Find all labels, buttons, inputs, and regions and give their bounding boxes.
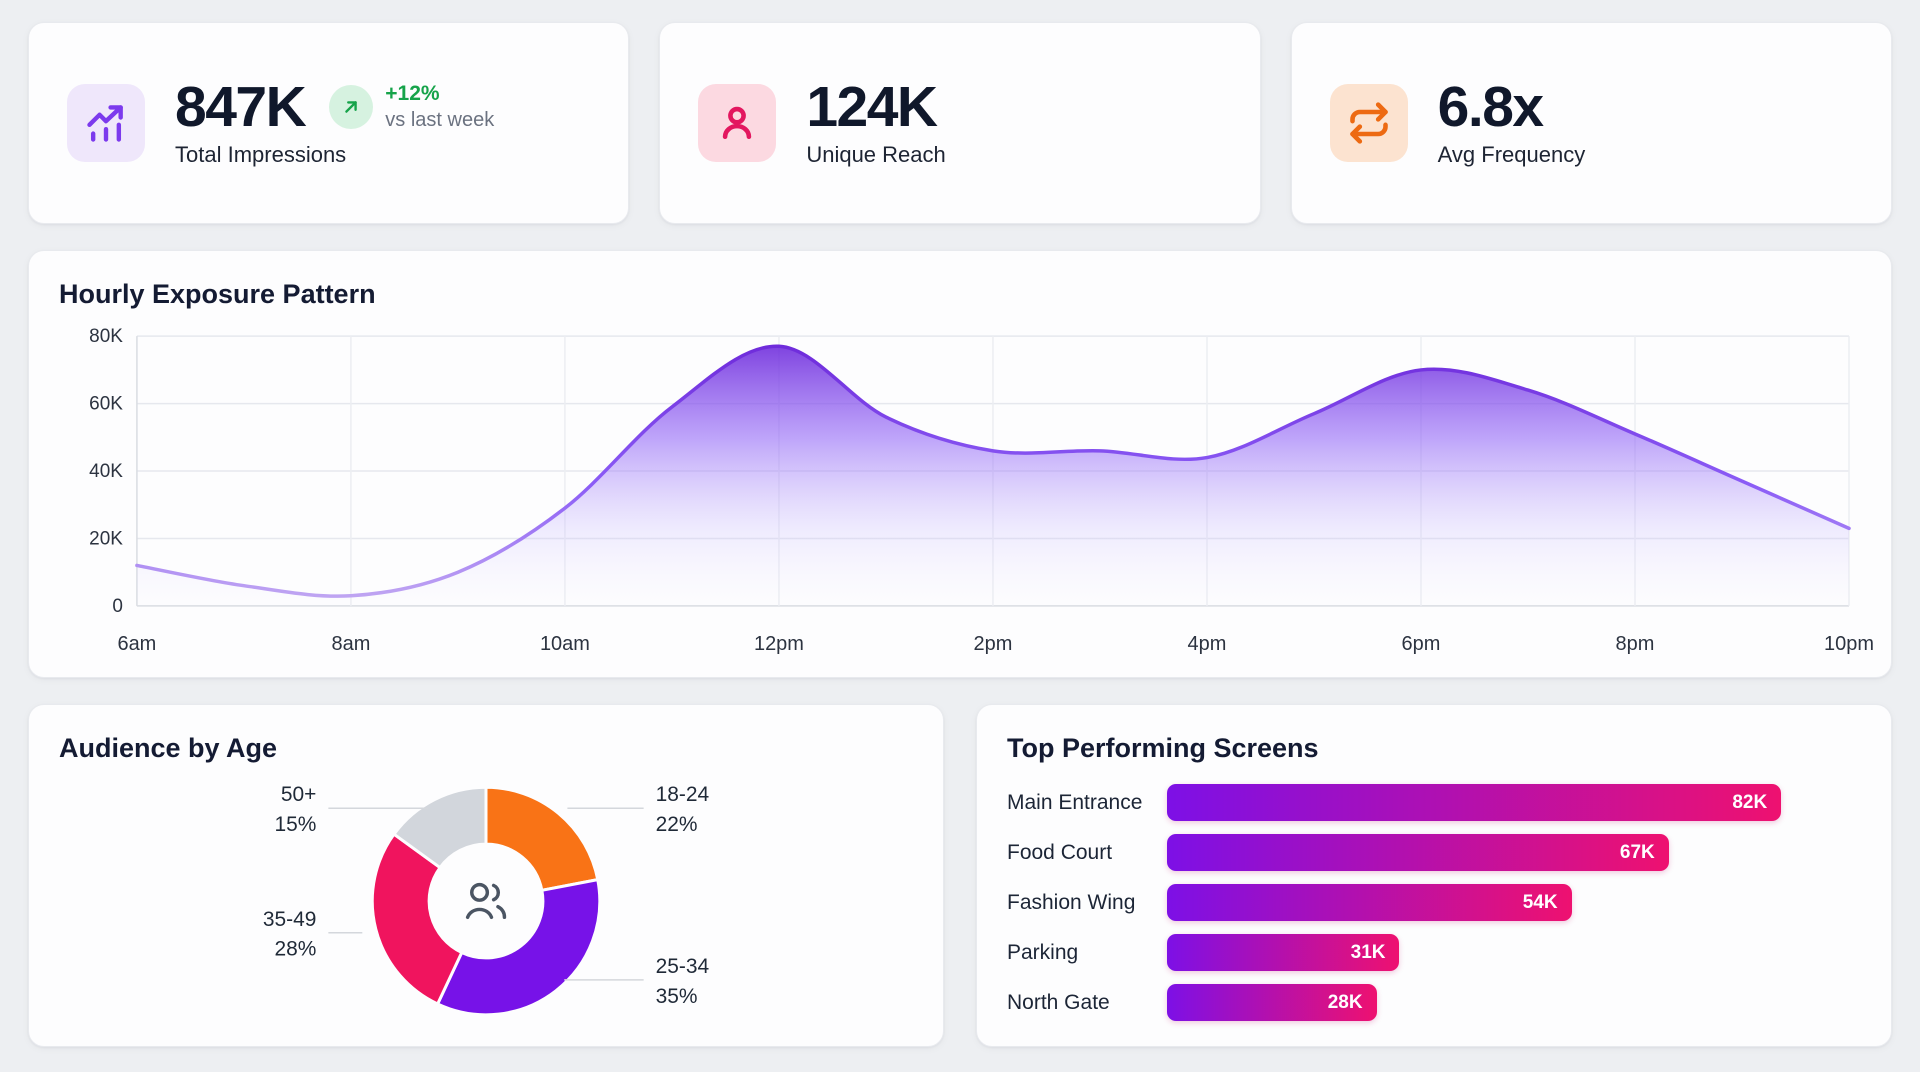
donut-label-percent: 15% (274, 813, 316, 836)
donut-slice-50+ (392, 785, 488, 870)
y-axis-label: 40K (89, 461, 123, 482)
donut-slice-25-34 (436, 878, 602, 1017)
top-screens-card: Top Performing Screens Main Entrance 82K F… (976, 704, 1892, 1047)
bar-category-label: North Gate (1007, 990, 1110, 1014)
bar-track: 28K (1167, 984, 1861, 1021)
user-icon (698, 84, 777, 162)
kpi-text: 124K Unique Reach (806, 78, 945, 168)
donut-slice-35-49 (370, 832, 464, 1006)
bar-category-label: Parking (1007, 940, 1079, 964)
bar-fill: 82K (1167, 784, 1782, 821)
y-axis-label: 0 (112, 596, 123, 617)
bar-track: 54K (1167, 884, 1861, 921)
donut-slice-18-24 (484, 785, 600, 892)
bar-track: 82K (1167, 784, 1861, 821)
x-axis-label: 6am (117, 633, 156, 655)
x-axis-label: 4pm (1188, 633, 1227, 655)
bar-value-label: 31K (1350, 941, 1386, 963)
kpi-value: 6.8x (1437, 74, 1544, 139)
x-axis-label: 12pm (754, 633, 804, 655)
bar-chart-trending-up-icon (67, 84, 145, 162)
x-axis-label: 8pm (1616, 633, 1655, 655)
bar-value-label: 28K (1327, 991, 1363, 1013)
x-axis-label: 8am (331, 633, 370, 655)
kpi-text: 847K +12% vs last week Total Impre (175, 78, 494, 168)
kpi-card-frequency: 6.8x Avg Frequency (1290, 22, 1892, 224)
x-axis-label: 2pm (974, 633, 1013, 655)
bar-chart-title: Top Performing Screens (1007, 733, 1319, 763)
bar-value-label: 67K (1619, 841, 1655, 863)
hourly-exposure-chart: 0 20K 40K 60K 80K 6am 8am 10am 12pm 2pm 4pm 6pm 8pm 1… (89, 326, 1874, 655)
bar-value-label: 82K (1732, 791, 1768, 813)
delta-percent: +12% (385, 82, 440, 106)
repeat-icon (1329, 84, 1408, 162)
bar-category-label: Food Court (1007, 840, 1113, 864)
donut-chart-title: Audience by Age (59, 733, 278, 763)
screens-bar-chart: Main Entrance 82K Food Court 67K Fashion Win… (1007, 784, 1861, 1021)
kpi-value: 847K (175, 74, 307, 139)
bar-category-label: Fashion Wing (1007, 890, 1136, 914)
bar-track: 67K (1167, 834, 1861, 871)
x-axis-label: 10am (540, 633, 590, 655)
hourly-chart-title: Hourly Exposure Pattern (59, 279, 376, 309)
bar-category-label: Main Entrance (1007, 790, 1143, 814)
hourly-exposure-card: Hourly Exposure Pattern 0 20K 40K 60K 80K 6am… (28, 250, 1892, 678)
kpi-card-impressions: 847K +12% vs last week Total Impre (28, 22, 630, 224)
x-axis-label: 10pm (1824, 633, 1874, 655)
bar-track: 31K (1167, 934, 1861, 971)
bar-fill: 67K (1167, 834, 1669, 871)
bar-fill: 28K (1167, 984, 1377, 1021)
donut-label-percent: 22% (656, 813, 698, 836)
donut-label-range: 25-34 (656, 955, 710, 978)
arrow-up-right-icon (329, 84, 374, 129)
bar-fill: 54K (1167, 884, 1572, 921)
donut-label-range: 50+ (281, 783, 317, 806)
bar-row-main-entrance: Main Entrance 82K (1007, 784, 1861, 821)
bar-row-food-court: Food Court 67K (1007, 834, 1861, 871)
y-axis-label: 20K (89, 528, 123, 549)
bar-fill: 31K (1167, 934, 1400, 971)
bar-row-fashion-wing: Fashion Wing 54K (1007, 884, 1861, 921)
bar-value-label: 54K (1522, 891, 1558, 913)
bar-row-north-gate: North Gate 28K (1007, 984, 1861, 1021)
kpi-row: 847K +12% vs last week Total Impre (28, 22, 1892, 224)
area-fill (136, 346, 1850, 606)
users-icon (465, 882, 507, 920)
bottom-row: Audience by Age 18-24 22% 25-34 35% 35-49 28%… (28, 704, 1892, 1047)
donut-label-percent: 35% (656, 985, 698, 1008)
donut-label-percent: 28% (274, 938, 316, 961)
bar-row-parking: Parking 31K (1007, 934, 1861, 971)
kpi-value: 124K (806, 74, 938, 139)
kpi-label: Unique Reach (806, 142, 946, 168)
x-axis-label: 6pm (1402, 633, 1441, 655)
y-axis-label: 80K (89, 326, 123, 347)
audience-age-card: Audience by Age 18-24 22% 25-34 35% 35-49 28%… (28, 704, 944, 1047)
trend-delta: +12% vs last week (329, 82, 494, 131)
y-axis-label: 60K (89, 394, 123, 415)
audience-donut-chart: 18-24 22% 25-34 35% 35-49 28% 50+ 15% (263, 783, 710, 1017)
kpi-text: 6.8x Avg Frequency (1438, 78, 1586, 168)
donut-label-range: 35-49 (263, 908, 317, 931)
delta-note: vs last week (385, 108, 495, 131)
kpi-card-reach: 124K Unique Reach (659, 22, 1261, 224)
kpi-label: Total Impressions (175, 142, 347, 168)
donut-label-range: 18-24 (656, 783, 710, 806)
kpi-label: Avg Frequency (1437, 142, 1586, 168)
area-line (135, 344, 1851, 598)
